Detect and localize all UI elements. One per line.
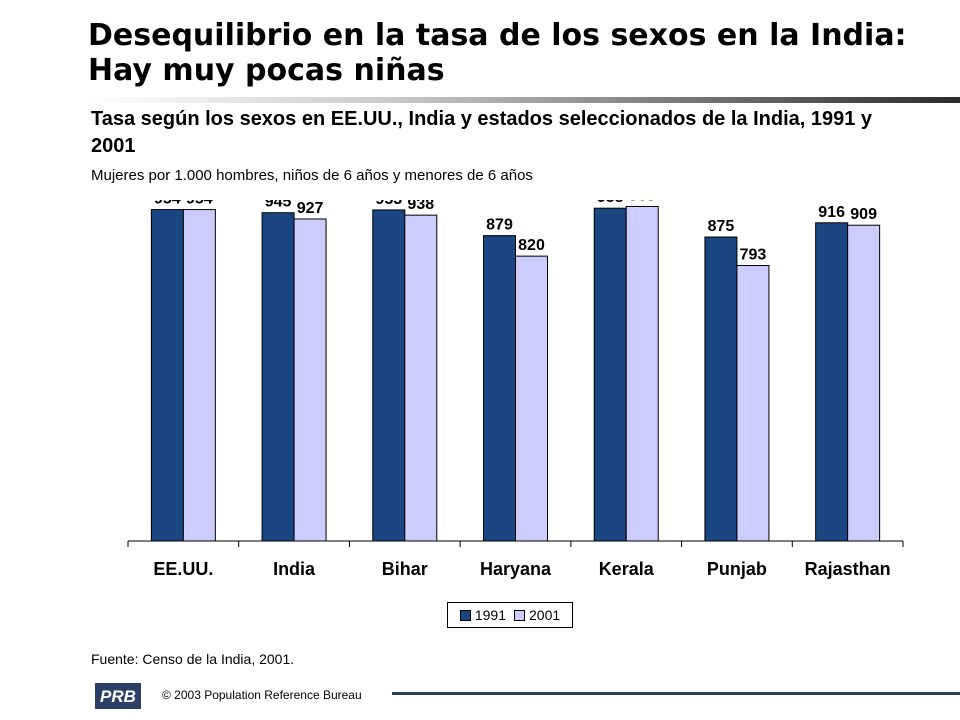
- bar-2001-5: [736, 265, 770, 542]
- category-label-2: Bihar: [382, 559, 428, 579]
- bar-1991-3: [483, 235, 516, 542]
- data-label-2001-2: 938: [407, 200, 434, 213]
- bar-2001-1: [293, 218, 327, 542]
- logo-text: PRB: [100, 687, 136, 706]
- footer-divider: [392, 692, 960, 695]
- bar-chart: 954 954 EE.UU. 945 927 India 953 938 Bihar 879 820…: [127, 200, 904, 579]
- bar-1991-6: [815, 222, 849, 542]
- category-label-1: India: [273, 559, 316, 579]
- legend-item-1991: 1991: [459, 607, 506, 623]
- prb-logo: PRB: [95, 683, 141, 709]
- data-label-1991-1: 945: [265, 200, 292, 211]
- data-label-2001-3: 820: [518, 237, 545, 254]
- title-divider: [88, 97, 960, 103]
- data-label-1991-6: 916: [818, 204, 845, 221]
- data-label-1991-2: 953: [375, 200, 402, 208]
- bar-1991-5: [704, 236, 738, 542]
- bar-2001-0: [182, 209, 216, 542]
- bar-1991-1: [261, 212, 295, 542]
- data-label-2001-1: 927: [297, 200, 324, 217]
- copyright-text: © 2003 Population Reference Bureau: [162, 688, 362, 702]
- bar-2001-6: [847, 224, 881, 542]
- bar-2001-2: [404, 214, 438, 542]
- category-label-6: Rajasthan: [805, 559, 891, 579]
- data-label-1991-5: 875: [708, 218, 735, 235]
- category-label-5: Punjab: [707, 559, 767, 579]
- category-label-4: Kerala: [599, 559, 655, 579]
- plot-area: 954 954 EE.UU. 945 927 India 953 938 Bihar 879 820…: [127, 200, 904, 579]
- data-label-2001-6: 909: [850, 206, 877, 223]
- legend-item-2001: 2001: [514, 607, 560, 623]
- data-label-2001-4: 963: [629, 200, 656, 204]
- units-note: Mujeres por 1.000 hombres, niños de 6 añ…: [91, 167, 533, 184]
- data-label-1991-3: 879: [486, 217, 513, 234]
- chart-subtitle: Tasa según los sexos en EE.UU., India y …: [91, 108, 873, 157]
- data-label-1991-0: 954: [154, 200, 181, 208]
- legend-swatch-1991: [459, 609, 471, 621]
- source-note: Fuente: Censo de la India, 2001.: [91, 651, 295, 667]
- data-label-2001-5: 793: [740, 247, 767, 264]
- bar-1991-2: [372, 209, 406, 542]
- category-label-0: EE.UU.: [153, 559, 213, 579]
- chart-title: Desequilibrio en la tasa de los sexos en…: [88, 18, 907, 88]
- legend-label-2001: 2001: [529, 607, 561, 623]
- bar-2001-3: [515, 255, 548, 542]
- bar-1991-0: [150, 209, 184, 542]
- bar-1991-4: [593, 207, 627, 542]
- chart-legend: 1991 2001: [447, 602, 573, 628]
- category-label-3: Haryana: [480, 559, 552, 579]
- data-label-2001-0: 954: [186, 200, 213, 208]
- legend-swatch-2001: [514, 609, 525, 621]
- legend-label-1991: 1991: [474, 607, 506, 623]
- bar-2001-4: [625, 205, 659, 542]
- data-label-1991-4: 958: [597, 200, 624, 206]
